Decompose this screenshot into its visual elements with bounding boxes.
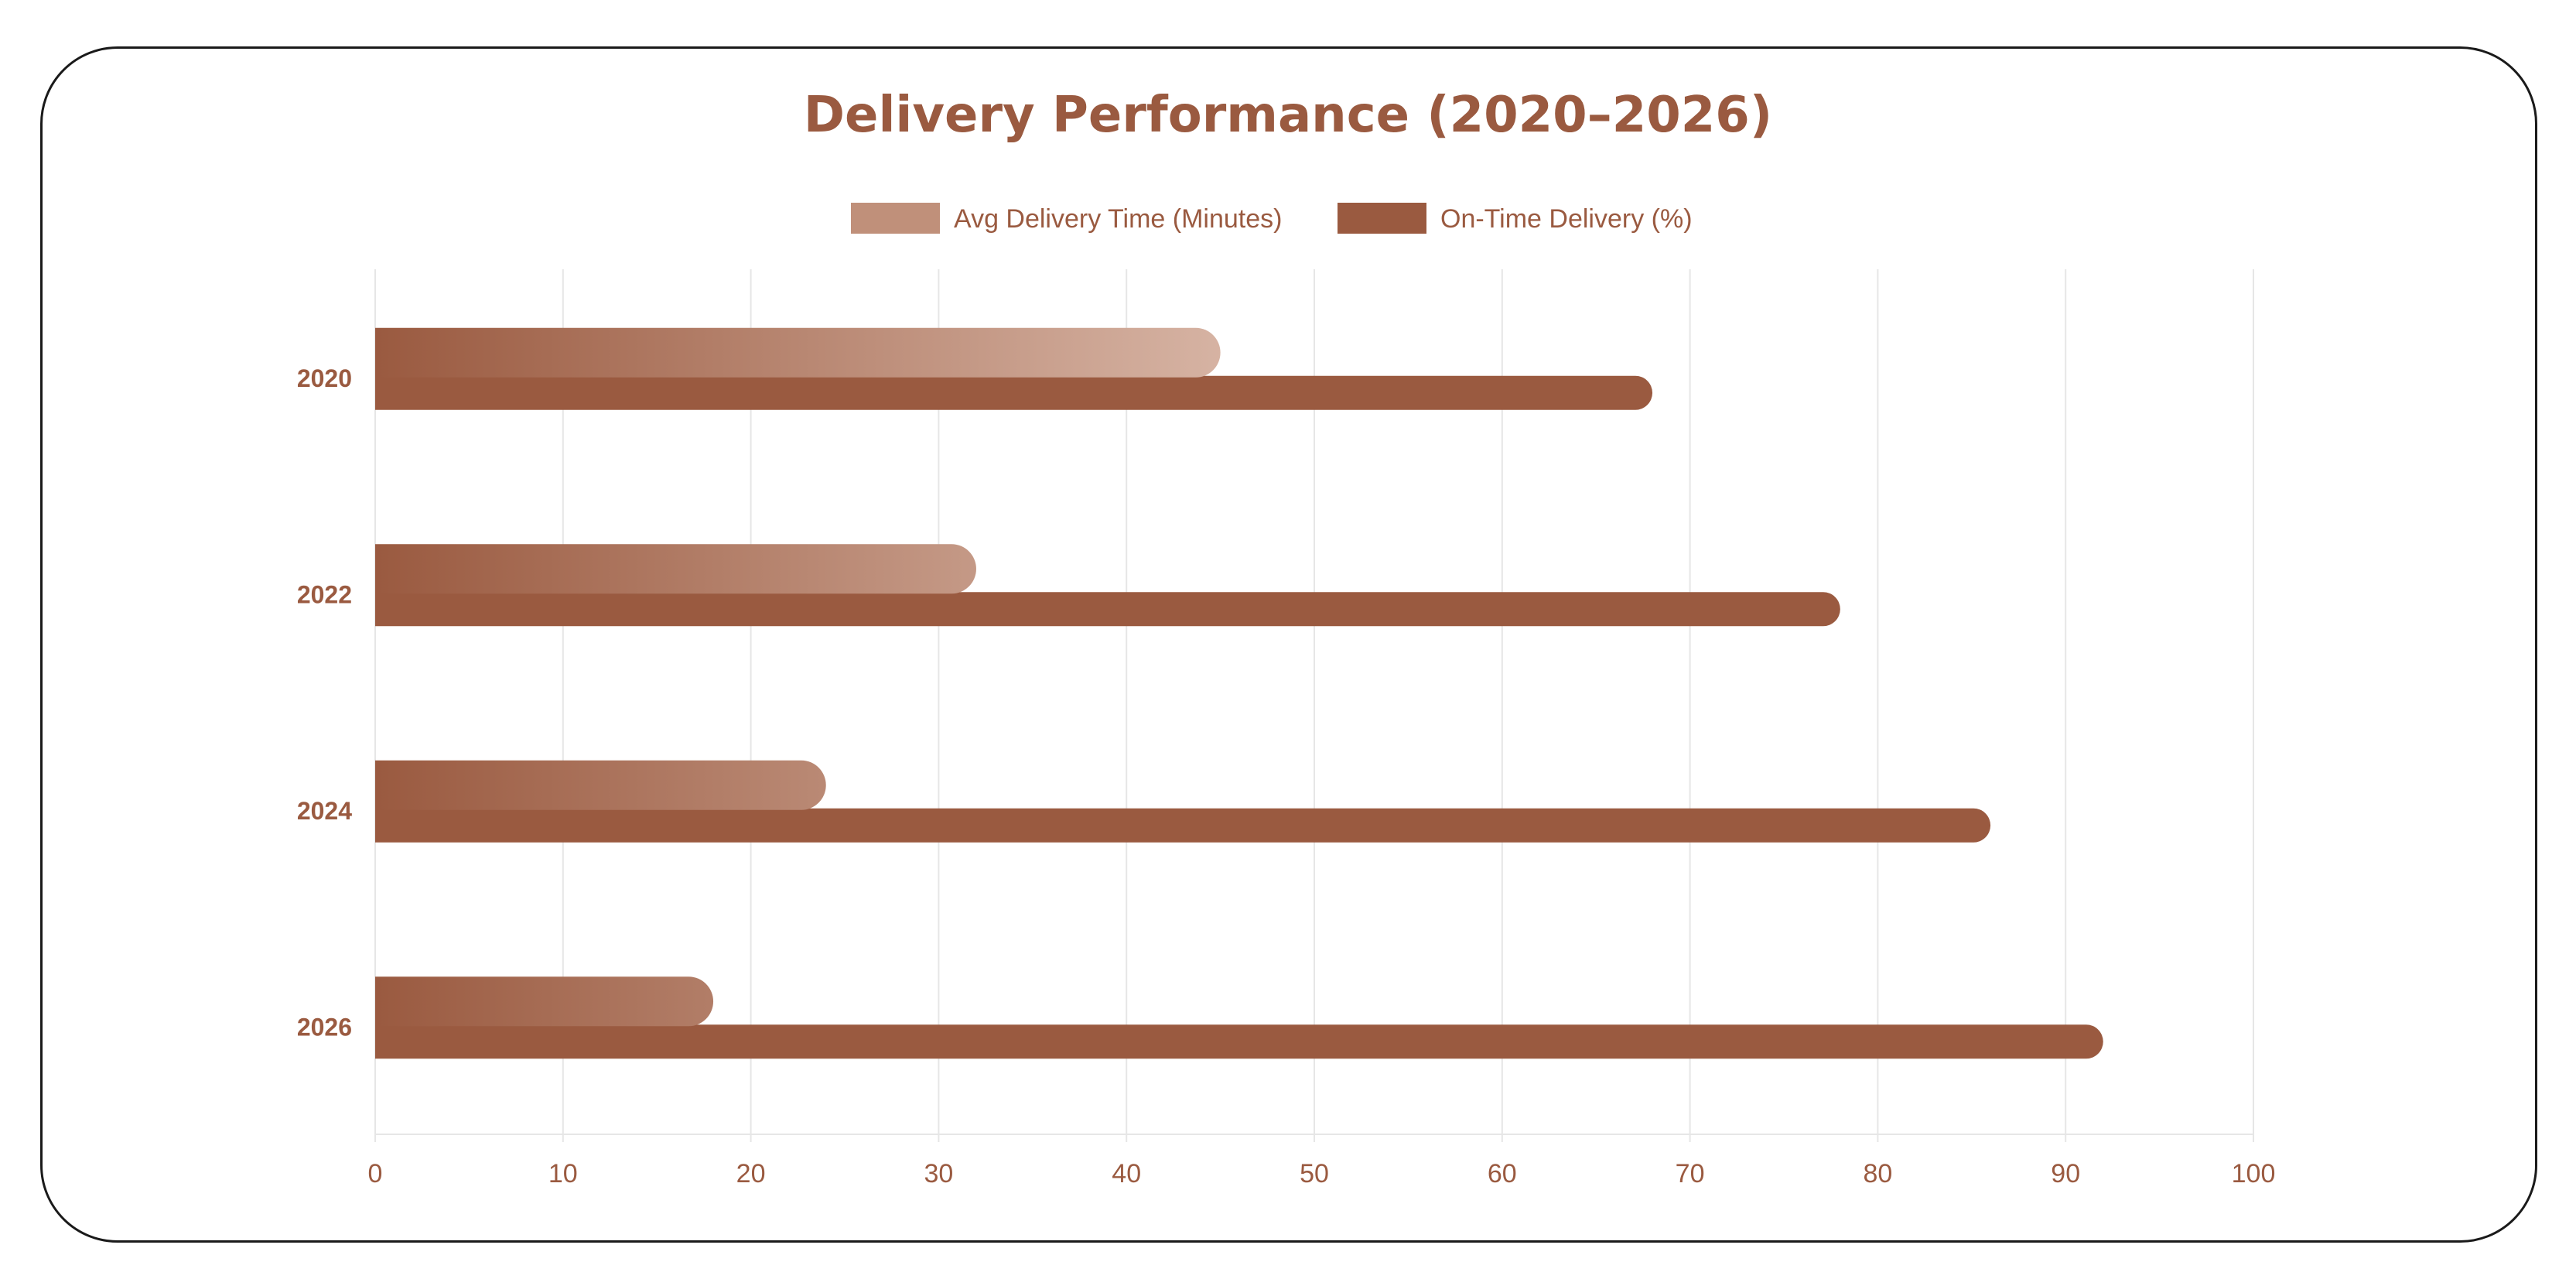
bar-on-time-2022 — [375, 592, 1840, 627]
x-tick-label-9: 90 — [2051, 1159, 2080, 1188]
legend-swatch-1 — [1338, 203, 1426, 234]
grid-lines — [374, 269, 2254, 1142]
legend: Avg Delivery Time (Minutes) On-Time Deliv… — [851, 203, 1693, 234]
category-label-2026: 2026 — [297, 1013, 352, 1041]
bar-avg-delivery-2020 — [375, 327, 1221, 378]
category-label-2020: 2020 — [297, 364, 352, 392]
x-tick-label-0: 0 — [368, 1159, 383, 1188]
x-tick-label-6: 60 — [1488, 1159, 1517, 1188]
x-tick-label-3: 30 — [924, 1159, 953, 1188]
x-tick-label-7: 70 — [1676, 1159, 1705, 1188]
bar-on-time-2020 — [375, 375, 1653, 410]
category-label-2024: 2024 — [297, 797, 352, 825]
bars — [375, 327, 2103, 1059]
bar-on-time-2026 — [375, 1024, 2103, 1059]
legend-swatch-0 — [851, 203, 940, 234]
legend-label-0: Avg Delivery Time (Minutes) — [954, 204, 1283, 234]
x-tick-label-4: 40 — [1112, 1159, 1141, 1188]
x-tick-label-5: 50 — [1300, 1159, 1329, 1188]
x-tick-label-10: 100 — [2232, 1159, 2276, 1188]
x-tick-label-2: 20 — [736, 1159, 766, 1188]
chart-title: Delivery Performance (2020–2026) — [803, 87, 1773, 144]
x-tick-label-8: 80 — [1863, 1159, 1892, 1188]
legend-label-1: On-Time Delivery (%) — [1440, 204, 1693, 234]
category-label-2022: 2022 — [297, 580, 352, 608]
category-labels: 2020 2022 2024 2026 — [297, 364, 352, 1041]
bar-avg-delivery-2024 — [375, 760, 826, 810]
bar-avg-delivery-2022 — [375, 544, 976, 594]
x-tick-label-1: 10 — [548, 1159, 578, 1188]
bar-avg-delivery-2026 — [375, 976, 714, 1027]
bar-on-time-2024 — [375, 808, 1991, 843]
x-tick-labels: 0 10 20 30 40 50 60 70 80 90 100 — [368, 1159, 2276, 1188]
